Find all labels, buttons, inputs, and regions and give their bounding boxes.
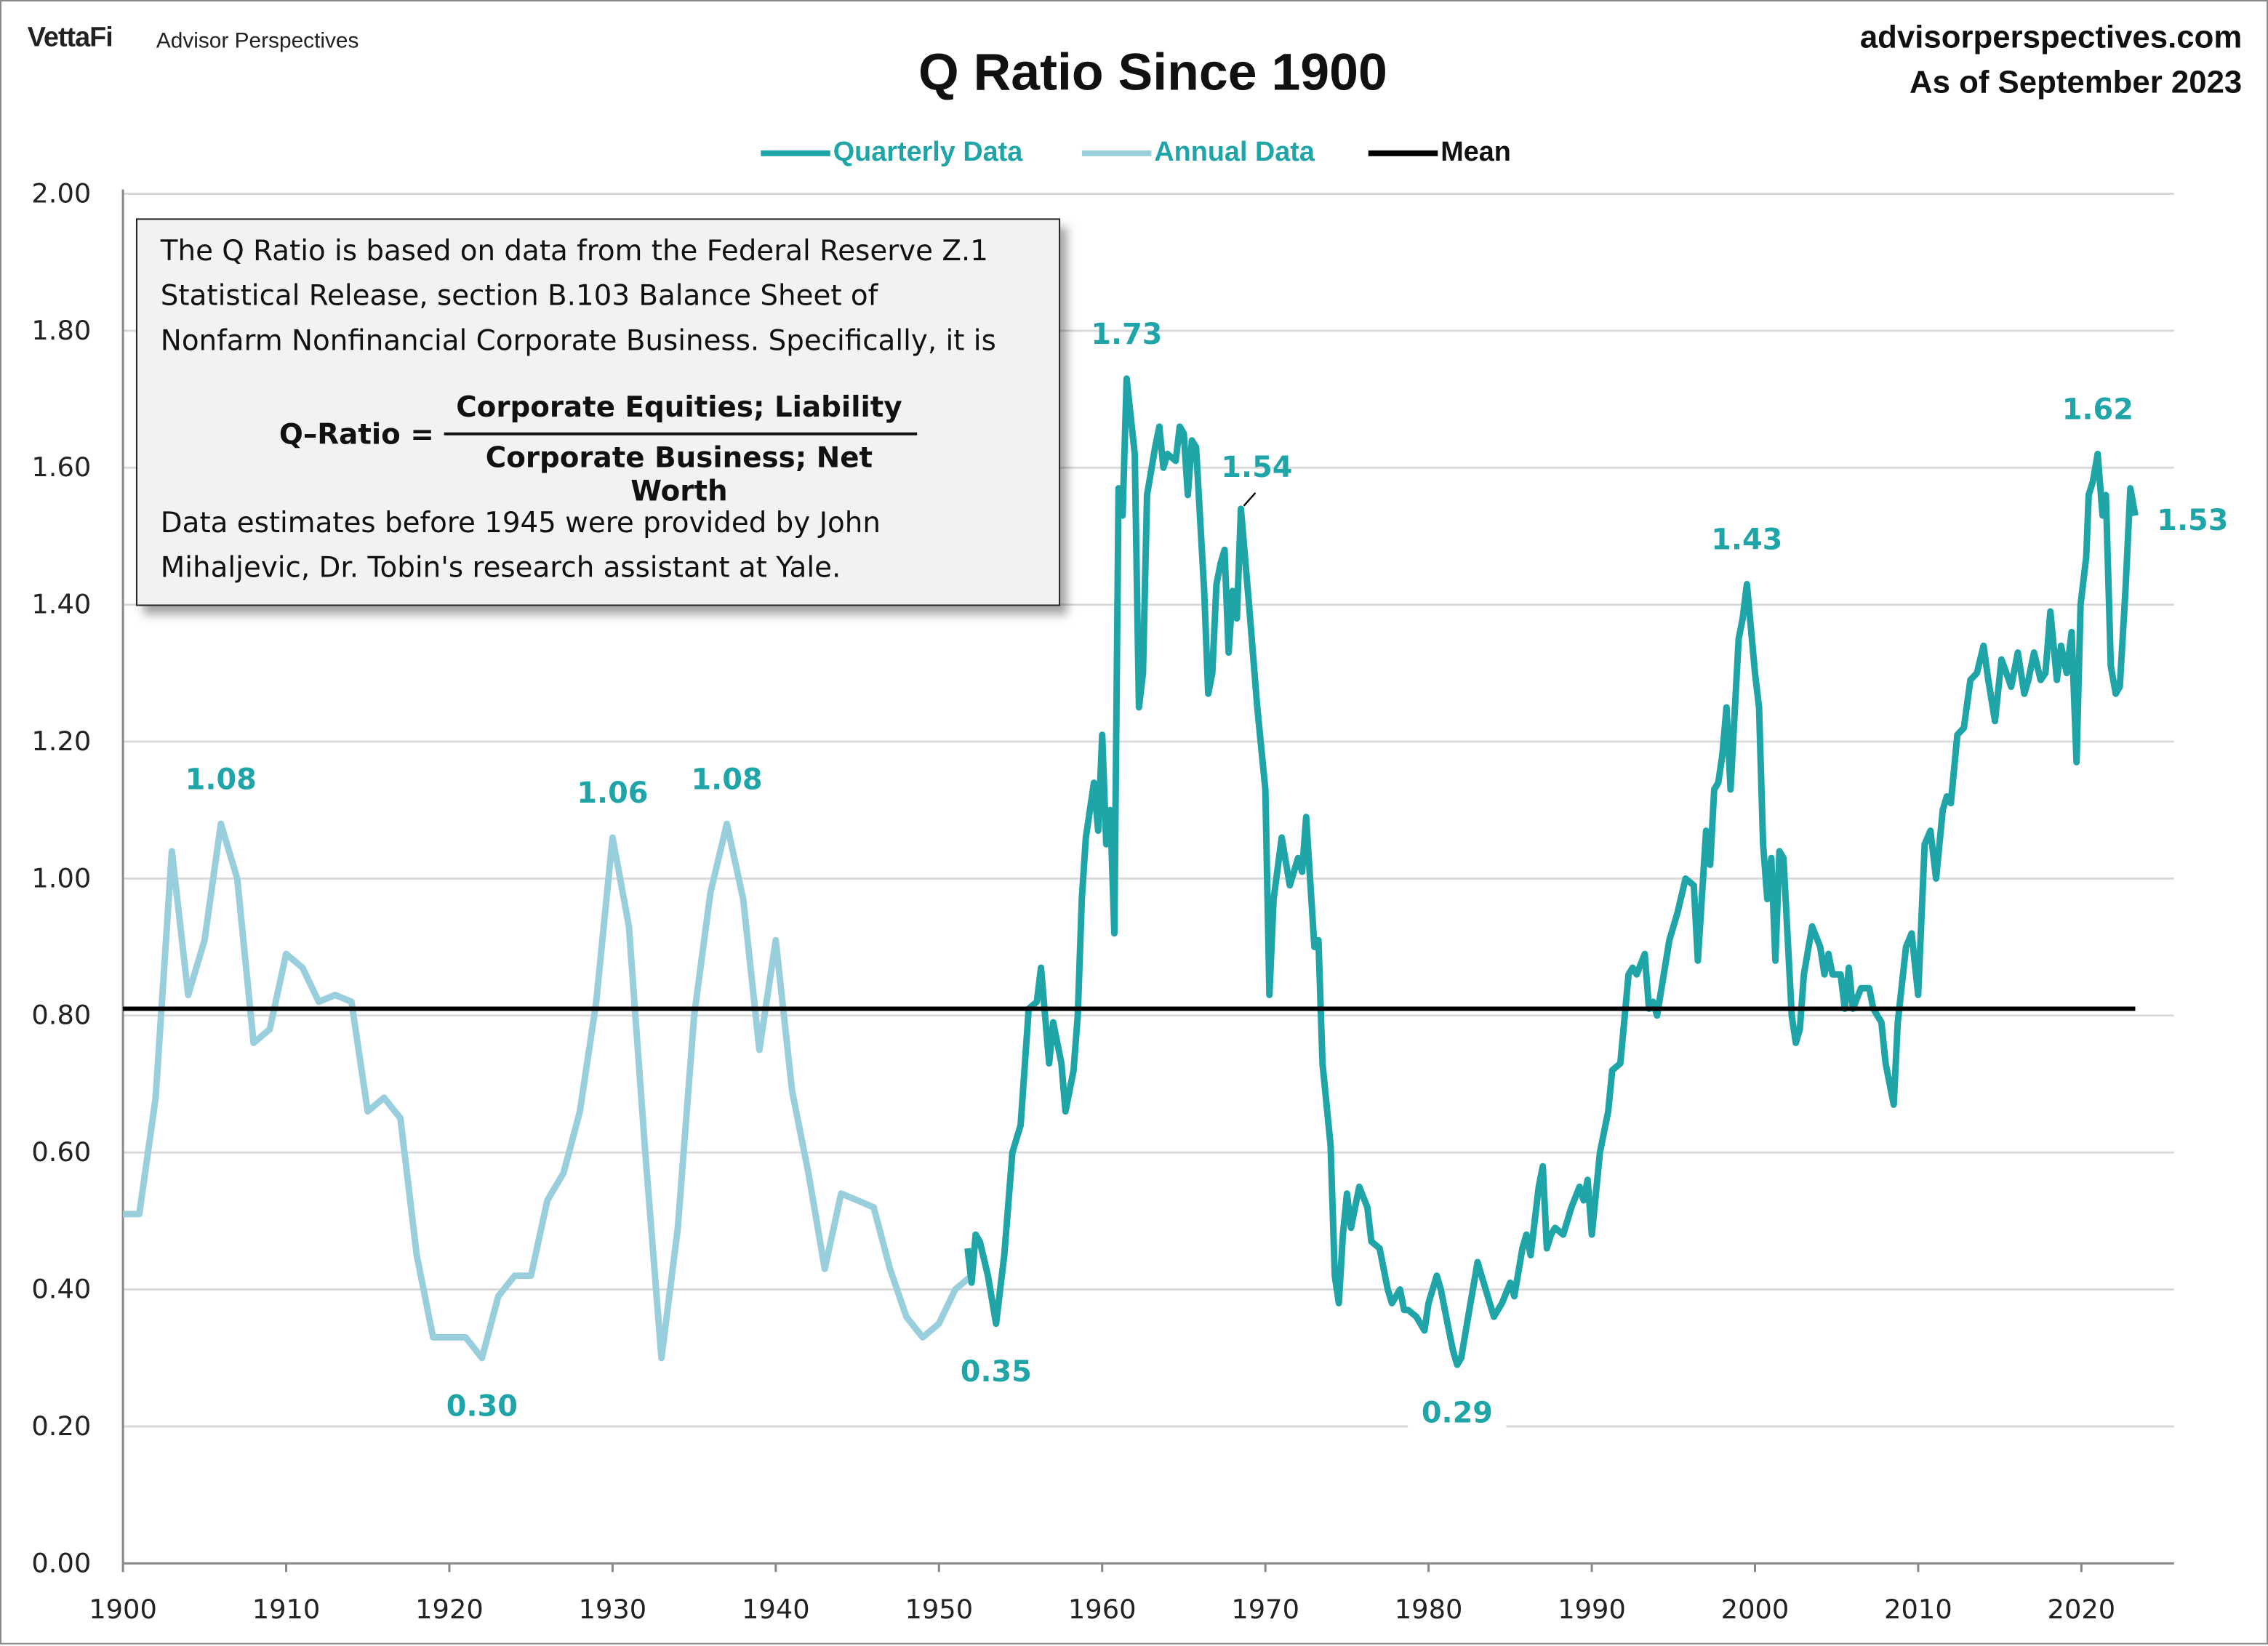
legend-swatch-quarterly [761, 150, 830, 156]
as-of-date: As of September 2023 [1909, 63, 2243, 100]
data-label: 0.35 [961, 1355, 1032, 1389]
x-tick-label: 1930 [579, 1594, 647, 1625]
x-tick-label: 1960 [1068, 1594, 1137, 1625]
data-label: 1.54 [1221, 451, 1292, 484]
note-footer-line: Mihaljevic, Dr. Tobin's research assista… [160, 550, 841, 585]
vettafi-logo: VettaFi [27, 23, 113, 54]
data-label: 1.53 [2157, 504, 2228, 537]
brand-subtitle: Advisor Perspectives [156, 28, 359, 54]
methodology-note-box: The Q Ratio is based on data from the Fe… [135, 218, 1061, 606]
x-tick-label: 2020 [2048, 1594, 2116, 1625]
note-line: The Q Ratio is based on data from the Fe… [160, 234, 988, 268]
data-label: 1.06 [577, 776, 648, 810]
legend-swatch-mean [1368, 150, 1438, 156]
x-tick-label: 1910 [252, 1594, 321, 1625]
data-label: 1.73 [1091, 318, 1162, 351]
legend-label-mean: Mean [1440, 137, 1511, 168]
note-line: Statistical Release, section B.103 Balan… [160, 278, 878, 313]
data-label: 0.29 [1422, 1397, 1493, 1430]
y-tick-label: 0.00 [31, 1547, 91, 1578]
x-tick-label: 1950 [905, 1594, 973, 1625]
y-tick-label: 1.40 [31, 589, 91, 620]
x-tick-label: 1980 [1395, 1594, 1463, 1625]
legend-label-annual: Annual Data [1154, 137, 1315, 168]
y-tick-label: 0.60 [31, 1136, 91, 1168]
x-tick-label: 1900 [89, 1594, 157, 1625]
chart-title: Q Ratio Since 1900 [918, 41, 1387, 102]
y-tick-label: 1.60 [31, 451, 91, 483]
data-label: 0.30 [446, 1389, 518, 1423]
site-url: advisorperspectives.com [1859, 18, 2243, 55]
legend-mean: Mean [1368, 137, 1511, 169]
note-line: Nonfarm Nonfinancial Corporate Business.… [160, 324, 996, 358]
y-tick-label: 2.00 [31, 177, 91, 209]
quarterly-data-line [964, 375, 2139, 1368]
y-tick-label: 1.20 [31, 726, 91, 757]
y-tick-label: 1.80 [31, 315, 91, 346]
formula-fraction-bar [444, 432, 918, 435]
y-tick-label: 1.00 [31, 862, 91, 894]
data-label: 1.08 [691, 763, 762, 796]
x-tick-label: 1970 [1231, 1594, 1299, 1625]
y-tick-label: 0.20 [31, 1410, 91, 1442]
x-tick-label: 1940 [742, 1594, 810, 1625]
data-label: 1.08 [185, 763, 257, 796]
formula-lhs: Q–Ratio = [279, 417, 434, 451]
x-tick-label: 2010 [1884, 1594, 1952, 1625]
x-tick-label: 1990 [1558, 1594, 1626, 1625]
leader-line [1243, 492, 1257, 507]
formula-numerator: Corporate Equities; Liability [456, 390, 902, 424]
data-label: 1.62 [2062, 393, 2133, 427]
formula-denominator: Corporate Business; Net Worth [485, 441, 873, 508]
x-tick-label: 2000 [1721, 1594, 1790, 1625]
legend-label-quarterly: Quarterly Data [833, 137, 1023, 168]
legend-quarterly: Quarterly Data [761, 137, 1022, 169]
legend-swatch-annual [1081, 150, 1152, 156]
y-tick-label: 0.40 [31, 1274, 91, 1305]
note-footer-line: Data estimates before 1945 were provided… [160, 506, 881, 539]
x-tick-label: 1920 [415, 1594, 484, 1625]
y-tick-label: 0.80 [31, 1000, 91, 1031]
label-background [1408, 1388, 1507, 1437]
legend-annual: Annual Data [1081, 137, 1315, 169]
data-label: 1.43 [1711, 523, 1782, 557]
annual-data-line [123, 820, 974, 1362]
